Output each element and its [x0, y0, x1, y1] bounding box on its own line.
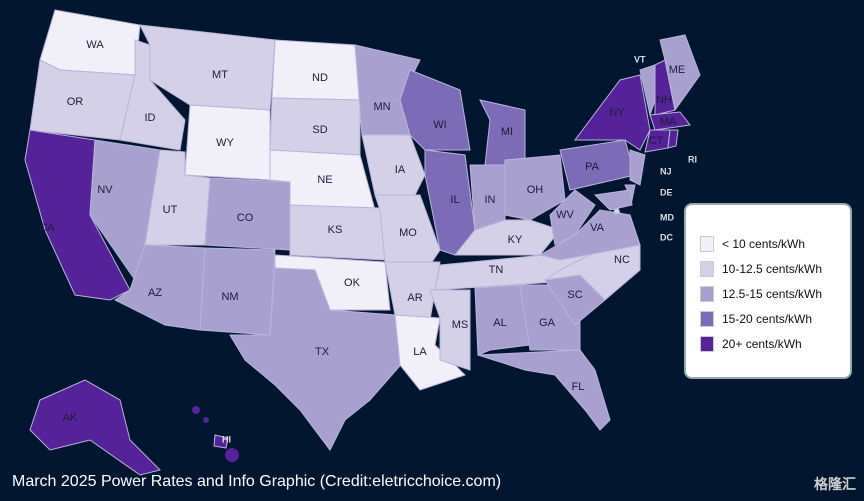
state-label: WY	[216, 137, 234, 149]
state-label: ND	[312, 72, 328, 84]
state-oh	[504, 154, 566, 221]
state-label: OH	[527, 184, 544, 196]
state-label: SC	[567, 289, 582, 301]
legend-label: 12.5-15 cents/kWh	[722, 286, 823, 301]
state-label: AK	[63, 412, 78, 424]
legend-label: 20+ cents/kWh	[722, 336, 802, 351]
state-label: KS	[328, 224, 343, 236]
state-ia	[361, 134, 426, 196]
state-label: MD	[660, 212, 674, 222]
state-label: KY	[508, 234, 523, 246]
state-label: NC	[614, 254, 630, 266]
legend-item: 12.5-15 cents/kWh	[700, 281, 850, 306]
state-dc	[613, 207, 621, 215]
legend-swatch	[700, 335, 714, 352]
state-label: GA	[539, 317, 556, 329]
state-label: MI	[501, 126, 513, 138]
state-label: FL	[572, 381, 585, 393]
state-label: ME	[669, 64, 686, 76]
state-label: CO	[237, 212, 254, 224]
legend-label: 10-12.5 cents/kWh	[722, 261, 823, 276]
state-label: IA	[395, 164, 406, 176]
legend-swatch	[700, 310, 714, 327]
state-label: NH	[656, 94, 672, 106]
state-label: WA	[86, 39, 104, 51]
state-md	[593, 189, 633, 211]
legend-swatch	[700, 285, 714, 302]
state-nd	[271, 39, 361, 101]
state-label: MA	[660, 116, 677, 128]
state-label: WI	[433, 119, 446, 131]
legend-item: 15-20 cents/kWh	[700, 306, 850, 331]
state-me	[659, 34, 701, 112]
watermark-logo: 格隆汇	[814, 476, 856, 492]
state-label: AL	[493, 317, 506, 329]
state-fl	[477, 349, 611, 431]
state-label: RI	[688, 154, 697, 164]
state-label: AZ	[148, 287, 162, 299]
state-label: WV	[556, 209, 574, 221]
state-hi-island	[192, 406, 200, 414]
state-label: DE	[660, 187, 673, 197]
legend-swatch	[700, 235, 714, 252]
state-label: MT	[212, 69, 228, 81]
state-label: VT	[634, 54, 646, 64]
state-label: UT	[163, 204, 178, 216]
state-label: NJ	[660, 166, 672, 176]
legend-item: < 10 cents/kWh	[700, 231, 850, 256]
legend-label: < 10 cents/kWh	[722, 236, 806, 251]
state-label: TN	[489, 264, 504, 276]
state-ma	[649, 111, 691, 131]
state-label: OR	[67, 96, 84, 108]
legend-item: 20+ cents/kWh	[700, 331, 850, 356]
state-label: ID	[145, 112, 156, 124]
state-label: NY	[609, 107, 625, 119]
state-wv	[549, 189, 596, 246]
state-ms	[429, 289, 471, 371]
state-label: OK	[344, 277, 361, 289]
state-label: NM	[221, 291, 238, 303]
state-nj	[629, 149, 646, 186]
state-label: VA	[590, 222, 605, 234]
caption: March 2025 Power Rates and Info Graphic …	[12, 473, 502, 490]
state-label: MO	[399, 227, 417, 239]
legend-item: 10-12.5 cents/kWh	[700, 256, 850, 281]
state-label: NE	[317, 174, 332, 186]
state-label: IN	[485, 194, 496, 206]
state-label: NV	[97, 184, 113, 196]
state-hi-island	[203, 417, 209, 423]
state-label: MN	[373, 101, 390, 113]
state-label: HI	[222, 434, 231, 444]
state-ak	[29, 379, 161, 476]
legend: < 10 cents/kWh 10-12.5 cents/kWh 12.5-15…	[684, 203, 852, 379]
state-label: SD	[312, 124, 327, 136]
state-ri	[667, 129, 679, 149]
state-label: DC	[660, 232, 673, 242]
state-tx	[229, 267, 406, 451]
state-label: CA	[39, 222, 55, 234]
state-al	[474, 284, 531, 356]
state-label: LA	[413, 346, 427, 358]
state-hi-island	[225, 448, 239, 462]
state-label: CT	[649, 135, 664, 147]
state-label: PA	[585, 161, 600, 173]
legend-label: 15-20 cents/kWh	[722, 311, 813, 326]
state-label: AR	[407, 292, 422, 304]
state-label: IL	[450, 194, 459, 206]
legend-swatch	[700, 260, 714, 277]
state-hi	[213, 434, 229, 449]
state-label: TX	[315, 346, 330, 358]
state-label: MS	[452, 319, 469, 331]
